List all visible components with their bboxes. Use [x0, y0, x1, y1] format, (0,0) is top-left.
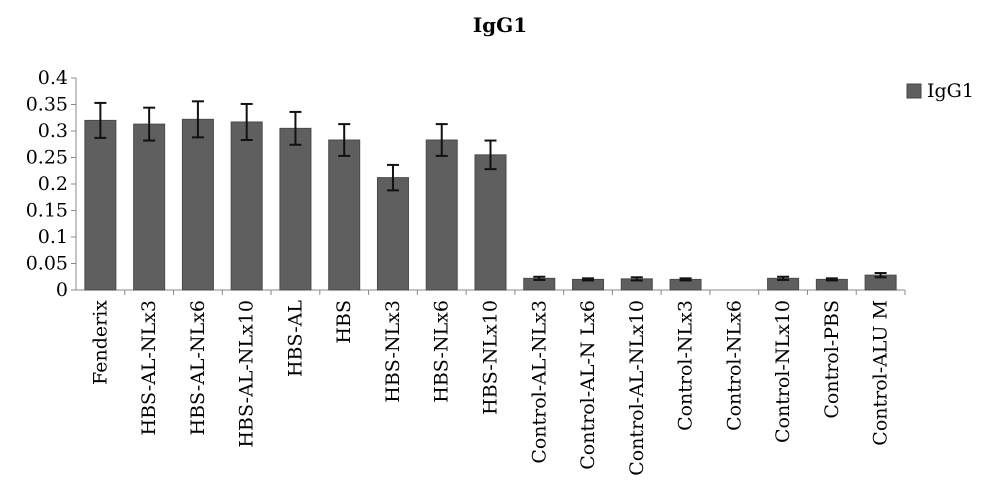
x-category-label: Control-AL-NLx3: [528, 300, 550, 464]
x-category-label: HBS-NLx3: [382, 300, 404, 403]
x-category-label: HBS-AL-NLx6: [187, 300, 209, 435]
x-category-label: Fenderix: [89, 300, 111, 385]
x-category-label: Control-ALU M: [870, 300, 892, 446]
y-tick-label: 0.2: [38, 173, 68, 195]
x-category-label: Control-AL-NLx10: [626, 300, 648, 476]
y-tick-label: 0.05: [26, 253, 68, 275]
x-category-label: HBS-AL-NLx10: [236, 300, 258, 448]
legend: IgG1: [906, 80, 974, 102]
plot-area: 0 0.05 0.1 0.15 0.2 0.25 0.3 0.35 0.4 Fenderix HBS…: [26, 67, 906, 476]
y-tick-label: 0.1: [38, 226, 68, 248]
legend-label: IgG1: [927, 80, 974, 102]
legend-swatch: [906, 83, 922, 99]
bar: [181, 118, 214, 291]
bar: [328, 139, 361, 291]
bar: [133, 123, 166, 291]
y-tick-label: 0.4: [38, 67, 68, 89]
y-tick-label: 0.15: [26, 200, 68, 222]
x-category-label: HBS-AL: [284, 300, 306, 377]
x-category-label: HBS-NLx6: [431, 300, 453, 403]
bar: [84, 119, 117, 291]
x-category-label: Control-NLx10: [772, 300, 794, 443]
bar: [376, 177, 409, 291]
y-tick-label: 0.35: [26, 94, 68, 116]
x-category-label: Control-NLx6: [723, 300, 745, 431]
x-category-label: Control-PBS: [821, 300, 843, 419]
y-tick-label: 0: [56, 279, 68, 301]
x-category-label: Control-NLx3: [675, 300, 697, 431]
x-category-label: HBS: [333, 300, 355, 344]
bar: [425, 139, 458, 291]
bar: [279, 127, 312, 291]
y-tick-label: 0.25: [26, 147, 68, 169]
x-category-label: HBS-NLx10: [480, 300, 502, 415]
chart-title: IgG1: [473, 13, 527, 37]
bar: [474, 154, 507, 291]
x-category-label: Control-AL-N Lx6: [577, 300, 599, 470]
bar: [230, 121, 263, 291]
y-tick-label: 0.3: [38, 120, 68, 142]
x-category-label: HBS-AL-NLx3: [138, 300, 160, 435]
